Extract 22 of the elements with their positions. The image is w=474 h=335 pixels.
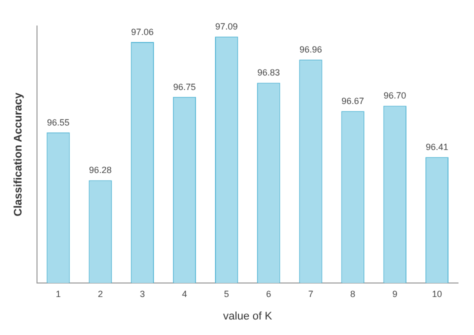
x-tick-label: 4 — [182, 288, 187, 299]
x-tick-label: 2 — [98, 288, 103, 299]
x-tick-label: 10 — [432, 288, 442, 299]
x-tick-label: 6 — [266, 288, 272, 299]
x-tick-label: 3 — [140, 288, 145, 299]
data-label: 96.55 — [46, 117, 70, 128]
y-axis-title: Classification Accuracy — [12, 92, 25, 216]
data-label: 97.09 — [215, 22, 238, 32]
data-label: 96.41 — [426, 142, 448, 152]
x-tick-label: 8 — [350, 288, 356, 299]
data-label: 96.67 — [342, 96, 364, 106]
x-tick-label: 1 — [56, 288, 61, 299]
data-label: 96.96 — [299, 44, 322, 55]
data-label: 96.75 — [173, 82, 196, 92]
x-tick-label: 5 — [224, 288, 230, 299]
data-label: 96.83 — [257, 68, 280, 78]
data-label: 97.06 — [131, 26, 154, 37]
data-label: 96.70 — [384, 90, 406, 101]
x-tick-label: 7 — [308, 288, 314, 299]
data-label: 96.28 — [89, 165, 112, 176]
x-axis-title: value of K — [223, 310, 273, 322]
x-tick-label: 9 — [392, 288, 398, 299]
